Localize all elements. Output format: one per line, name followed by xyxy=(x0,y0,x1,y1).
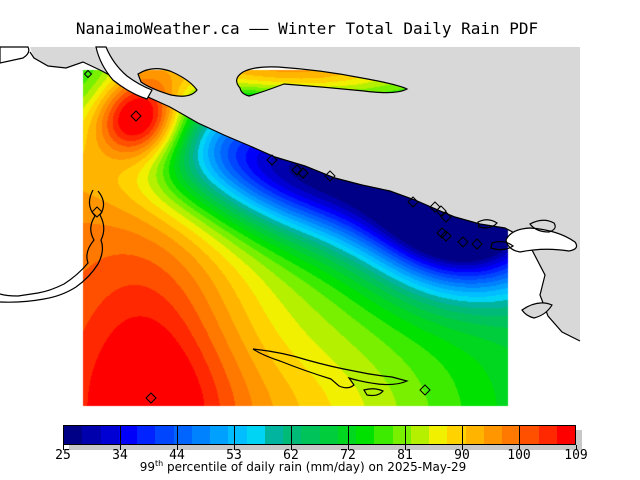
station-marker xyxy=(91,206,103,218)
colorbar-tick-label: 44 xyxy=(169,448,185,463)
colorbar-band xyxy=(447,426,466,444)
colorbar-band xyxy=(392,426,411,444)
caption-superscript: th xyxy=(154,459,164,468)
caption-text: percentile of daily rain (mm/day) on 202… xyxy=(163,460,467,474)
colorbar-tick-label: 90 xyxy=(454,448,470,463)
colorbar-divider xyxy=(119,426,121,444)
station-marker xyxy=(429,201,441,213)
colorbar-tick-label: 34 xyxy=(112,448,128,463)
colorbar-tick xyxy=(519,445,520,450)
colorbar-band xyxy=(301,426,320,444)
colorbar-divider xyxy=(347,426,349,444)
station-marker xyxy=(471,238,483,250)
colorbar-tick-label: 25 xyxy=(55,448,71,463)
west-coastline-outer xyxy=(0,190,105,303)
colorbar-bands xyxy=(64,426,575,444)
colorbar-tick-label: 53 xyxy=(226,448,242,463)
northwest-corner-sea xyxy=(0,46,30,64)
gulf-island-3 xyxy=(529,219,556,233)
colorbar-tick xyxy=(120,445,121,450)
colorbar-tick xyxy=(177,445,178,450)
colorbar-divider xyxy=(518,426,520,444)
colorbar-band xyxy=(82,426,101,444)
colorbar-tick xyxy=(234,445,235,450)
station-marker xyxy=(324,170,336,182)
station-marker xyxy=(145,392,157,404)
station-marker xyxy=(291,164,303,176)
colorbar-band xyxy=(137,426,156,444)
colorbar-band xyxy=(374,426,393,444)
lake-islet xyxy=(363,388,384,397)
colorbar-tick-label: 100 xyxy=(507,448,531,463)
colorbar-band xyxy=(538,426,557,444)
colorbar-tick-label: 109 xyxy=(564,448,588,463)
strait-inlet xyxy=(505,227,578,253)
colorbar-band xyxy=(100,426,119,444)
colorbar-tick-label: 72 xyxy=(340,448,356,463)
station-marker xyxy=(457,236,469,248)
colorbar-tick xyxy=(405,445,406,450)
northwest-channel xyxy=(95,46,153,100)
colorbar-tick-label: 81 xyxy=(397,448,413,463)
colorbar-band xyxy=(429,426,448,444)
colorbar-tick-label: 62 xyxy=(283,448,299,463)
station-marker xyxy=(297,167,309,179)
colorbar-band xyxy=(173,426,192,444)
colorbar-band xyxy=(64,426,83,444)
colorbar-tick xyxy=(576,445,577,450)
colorbar-band xyxy=(556,426,575,444)
land-mass xyxy=(30,47,580,341)
colorbar-band xyxy=(191,426,210,444)
colorbar-band xyxy=(228,426,247,444)
colorbar-band xyxy=(356,426,375,444)
colorbar-divider xyxy=(176,426,178,444)
peninsula xyxy=(521,302,553,319)
station-marker xyxy=(419,384,431,396)
colorbar-band xyxy=(337,426,356,444)
colorbar-band xyxy=(264,426,283,444)
station-marker xyxy=(407,196,419,208)
lake-outline xyxy=(252,348,409,389)
colorbar-band xyxy=(319,426,338,444)
colorbar-band xyxy=(465,426,484,444)
colorbar-tick xyxy=(348,445,349,450)
colorbar-band xyxy=(283,426,302,444)
station-marker xyxy=(83,69,93,79)
colorbar-caption: 99th percentile of daily rain (mm/day) o… xyxy=(140,459,467,474)
colorbar-tick xyxy=(63,445,64,450)
caption-percentile: 99 xyxy=(139,460,155,474)
colorbar-band xyxy=(210,426,229,444)
station-marker xyxy=(266,154,278,166)
colorbar-divider xyxy=(233,426,235,444)
mainland-coastline xyxy=(29,51,581,342)
north-island-outline xyxy=(137,68,198,97)
colorbar-band xyxy=(520,426,539,444)
colorbar-band xyxy=(410,426,429,444)
colorbar-tick xyxy=(462,445,463,450)
station-markers xyxy=(83,69,483,404)
station-marker xyxy=(440,230,452,242)
colorbar xyxy=(63,425,576,445)
colorbar-band xyxy=(118,426,137,444)
station-marker xyxy=(435,205,447,217)
colorbar-divider xyxy=(404,426,406,444)
colorbar-band xyxy=(155,426,174,444)
colorbar-divider xyxy=(461,426,463,444)
colorbar-band xyxy=(246,426,265,444)
gulf-island-1 xyxy=(477,219,498,229)
colorbar-band xyxy=(483,426,502,444)
station-marker xyxy=(130,110,142,122)
texada-island-outline xyxy=(236,66,409,97)
colorbar-tick xyxy=(291,445,292,450)
colorbar-divider xyxy=(290,426,292,444)
gulf-island-2 xyxy=(490,240,515,251)
station-marker xyxy=(440,211,452,223)
west-coastline-inner xyxy=(0,189,96,297)
colorbar-band xyxy=(502,426,521,444)
